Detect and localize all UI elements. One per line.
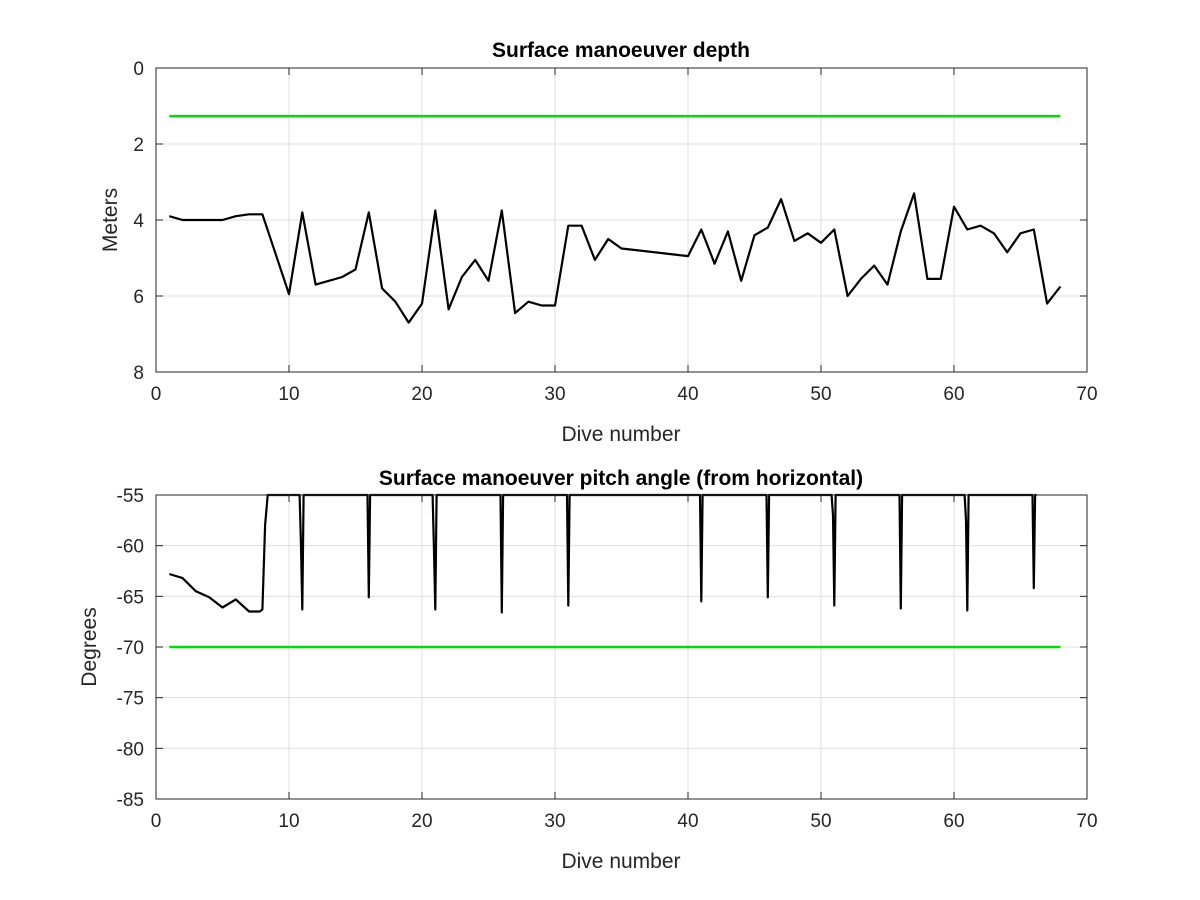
depth-y-tick-label: 0 (133, 59, 144, 80)
pitch-y-tick-label: -65 (117, 587, 144, 608)
pitch-y-tick-label: -55 (117, 486, 144, 507)
depth-data-line (168, 192, 1062, 324)
pitch-y-tick-label: -75 (117, 689, 144, 710)
depth-y-tick-label: 4 (133, 211, 144, 232)
depth-x-tick-label: 30 (544, 384, 565, 405)
pitch-x-tick-label: 0 (151, 811, 162, 832)
pitch-y-tick-label: -70 (117, 638, 144, 659)
depth-ticks: 0 10 20 30 40 50 60 70 0 2 4 6 8 (133, 59, 1097, 405)
depth-y-tick-label: 6 (133, 287, 144, 308)
pitch-x-tick-label: 40 (677, 811, 698, 832)
pitch-x-tick-label: 70 (1076, 811, 1097, 832)
depth-chart-title: Surface manoeuver depth (492, 39, 750, 62)
pitch-ticks: 0 10 20 30 40 50 60 70 -55 -60 -65 -70 -75 -80 -85 (117, 486, 1098, 832)
depth-y-tick-label: 2 (133, 135, 144, 156)
depth-x-tick-label: 0 (151, 384, 162, 405)
pitch-y-axis-label: Degrees (78, 607, 101, 686)
pitch-x-axis-label: Dive number (561, 850, 680, 873)
pitch-x-tick-label: 20 (411, 811, 432, 832)
pitch-x-tick-label: 60 (943, 811, 964, 832)
depth-x-tick-label: 10 (278, 384, 299, 405)
depth-x-tick-label: 20 (411, 384, 432, 405)
pitch-x-tick-label: 30 (544, 811, 565, 832)
depth-x-tick-label: 60 (943, 384, 964, 405)
depth-x-axis-label: Dive number (561, 423, 680, 446)
pitch-x-tick-label: 50 (810, 811, 831, 832)
depth-y-tick-label: 8 (133, 363, 144, 384)
pitch-x-tick-label: 10 (278, 811, 299, 832)
pitch-y-tick-label: -60 (117, 537, 144, 558)
pitch-chart: 0 10 20 30 40 50 60 70 -55 -60 -65 -70 -75 -80 -85 Sur… (78, 467, 1098, 873)
pitch-y-tick-label: -80 (117, 739, 144, 760)
depth-y-axis-label: Meters (99, 188, 122, 252)
pitch-y-tick-label: -85 (117, 790, 144, 811)
depth-chart: 0 10 20 30 40 50 60 70 0 2 4 6 8 Surface manoeuver d… (99, 39, 1098, 446)
depth-x-tick-label: 50 (810, 384, 831, 405)
depth-x-tick-label: 70 (1076, 384, 1097, 405)
depth-x-tick-label: 40 (677, 384, 698, 405)
pitch-chart-title: Surface manoeuver pitch angle (from hori… (379, 467, 863, 490)
depth-series (168, 115, 1062, 324)
